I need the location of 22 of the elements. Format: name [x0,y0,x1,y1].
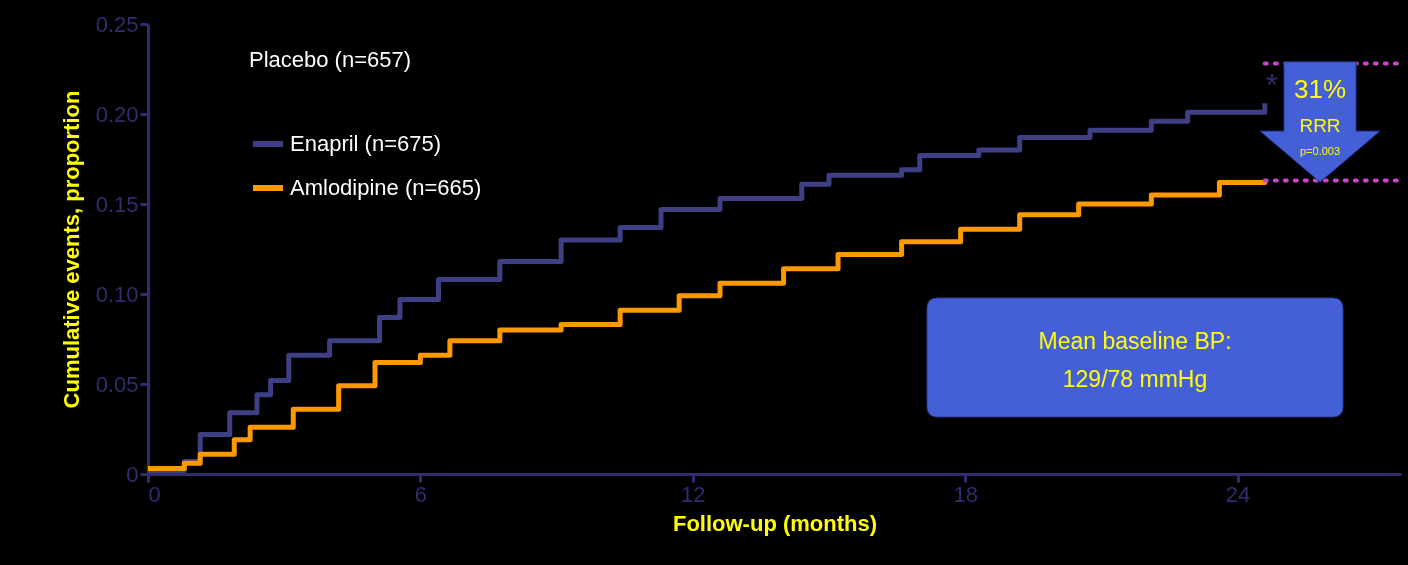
annotation: 31% [1293,74,1347,104]
y-tick-label: 0.15 [95,191,139,217]
annotation: p=0.003 [1299,145,1341,157]
x-tick-label: 18 [953,481,978,507]
y-tick-label: 0 [126,461,139,487]
x-tick-label: 24 [1225,481,1251,507]
y-tick-label: 0.20 [95,101,139,127]
legend-label: Enapril (n=675) [290,131,442,156]
y-tick-label: 0.25 [95,11,139,37]
annotation: * [1265,67,1279,103]
y-tick-label: 0.10 [95,281,139,307]
annotation: Mean baseline BP: [1038,328,1232,354]
x-tick-label: 0 [148,481,161,507]
y-tick-label: 0.05 [95,371,139,397]
legend-label: Amlodipine (n=665) [290,175,482,200]
x-tick-label: 6 [414,481,428,507]
annotation: 129/78 mmHg [1062,366,1208,392]
annotation: RRR [1299,115,1341,136]
x-axis-title: Follow-up (months) [672,510,878,536]
annotation: Placebo (n=657) [248,47,412,72]
x-tick-label: 12 [681,481,706,507]
y-axis-title: Cumulative events, proportion [58,90,84,409]
